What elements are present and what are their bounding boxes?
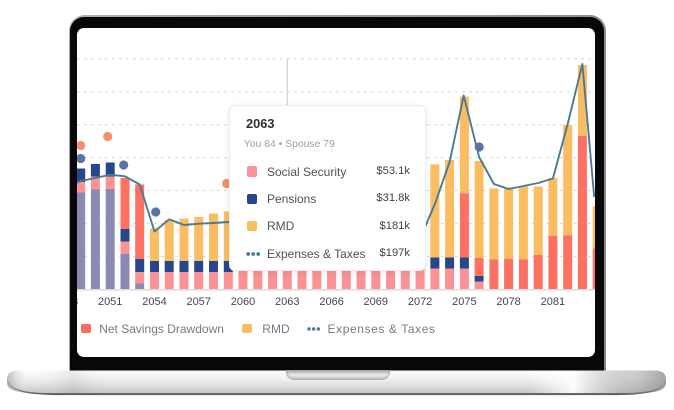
svg-text:2063: 2063 — [275, 296, 299, 308]
svg-text:2069: 2069 — [364, 296, 388, 308]
svg-text:2051: 2051 — [98, 296, 122, 308]
svg-text:2078: 2078 — [497, 296, 521, 308]
svg-text:2060: 2060 — [231, 296, 255, 308]
svg-text:2057: 2057 — [187, 296, 211, 308]
svg-text:2054: 2054 — [143, 296, 167, 308]
svg-text:2075: 2075 — [452, 296, 476, 308]
svg-text:2066: 2066 — [320, 296, 344, 308]
svg-text:2072: 2072 — [408, 296, 432, 308]
svg-text:2048: 2048 — [77, 296, 78, 308]
svg-text:2081: 2081 — [541, 296, 565, 308]
